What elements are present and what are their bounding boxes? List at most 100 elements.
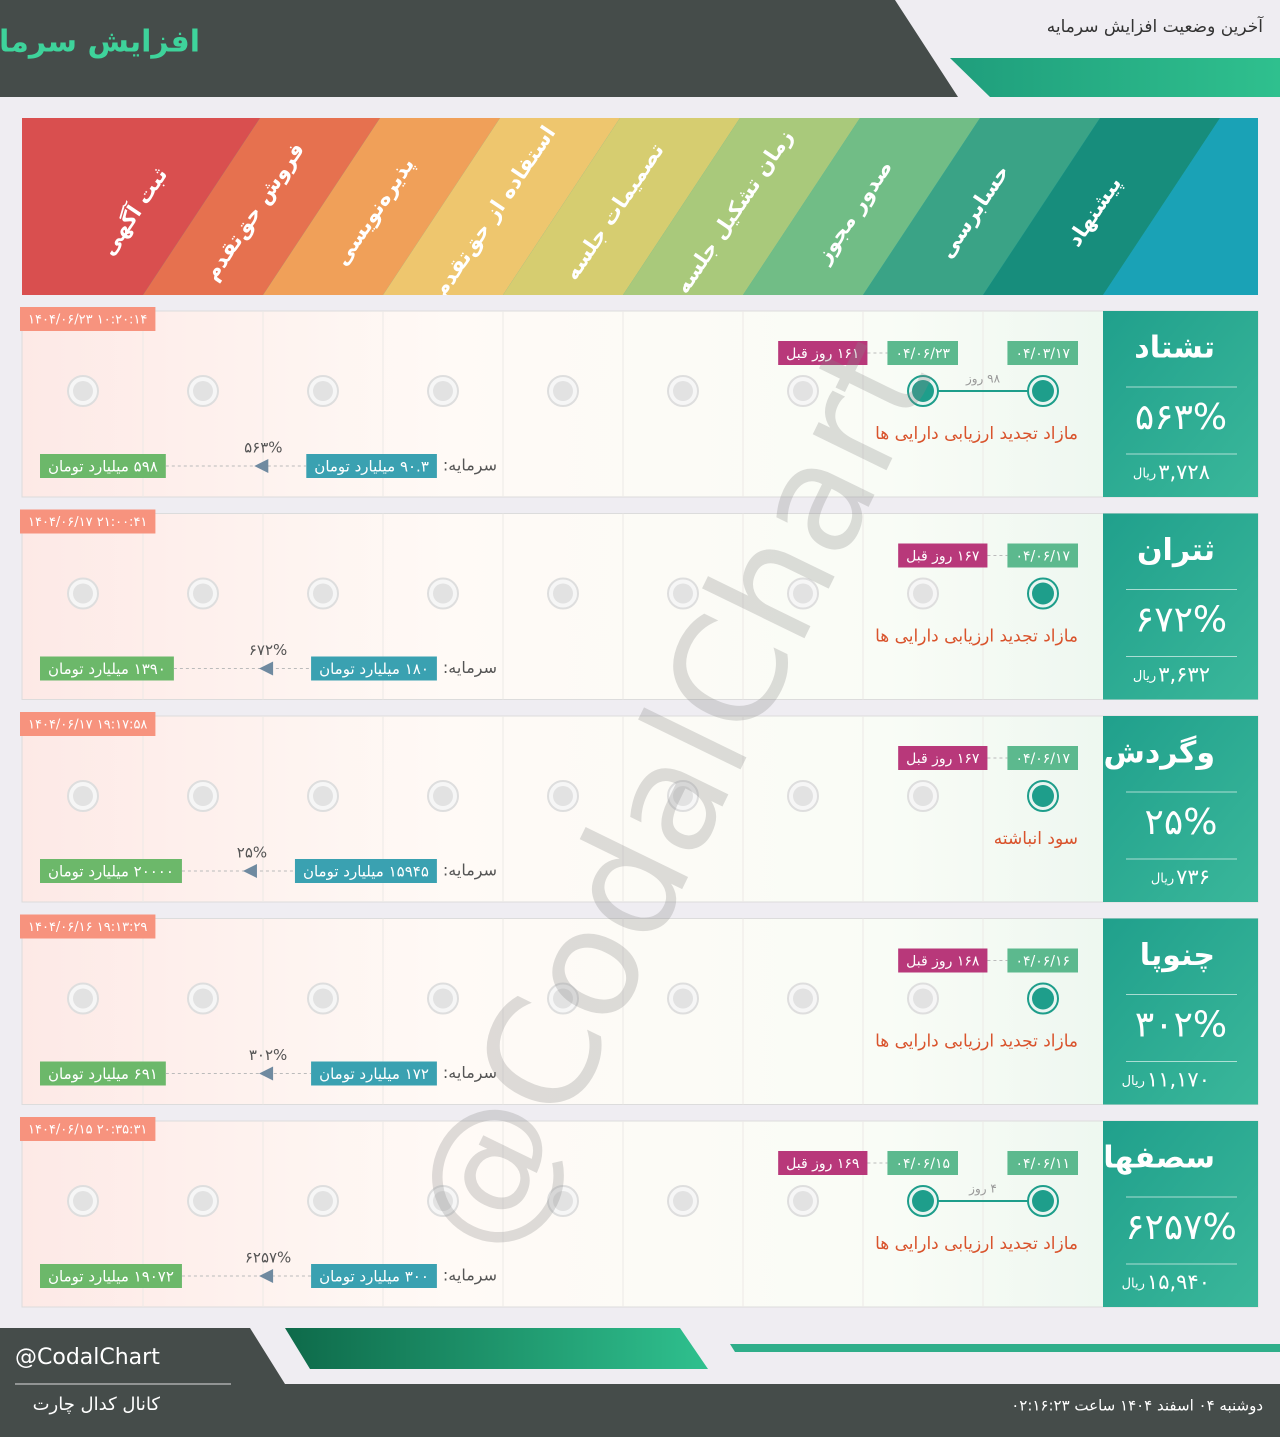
days-ago: ۱۶۸ روز قبل: [898, 948, 988, 973]
stage-dot-core: [913, 786, 933, 806]
price: ۱۱,۱۷۰: [1147, 1068, 1210, 1092]
capital-label: سرمایه:: [443, 1266, 497, 1286]
event-date: ۰۴/۰۳/۱۷: [1007, 341, 1078, 365]
capital-label: سرمایه:: [443, 456, 497, 476]
price-unit: ریال: [1151, 872, 1174, 887]
capital-from-text: ۱۸۰ میلیارد تومان: [319, 660, 429, 678]
capital-from: ۱۷۲ میلیارد تومان: [311, 1061, 437, 1086]
footer-bar: [0, 1384, 1280, 1437]
days-ago: ۱۶۷ روز قبل: [898, 746, 988, 770]
timestamp-bg: [20, 1117, 156, 1141]
stage-dot-core: [553, 381, 573, 401]
stage-dot-core: [193, 988, 213, 1009]
days-ago: ۱۶۹ روز قبل: [778, 1151, 868, 1175]
stage-dot-core: [1032, 785, 1054, 807]
increase-percent: ۶۷۲%: [1135, 600, 1227, 641]
stage-dot-core: [913, 583, 933, 604]
source: مازاد تجدید ارزیابی دارایی ها: [875, 1032, 1078, 1052]
event-date: ۰۴/۰۶/۱۷: [1007, 543, 1078, 568]
symbol: وگردش: [1103, 735, 1215, 771]
capital-from: ۹۰.۳ میلیارد تومان: [306, 454, 437, 478]
days-ago-bg: [898, 948, 988, 973]
stage-dot-core: [673, 583, 693, 604]
event-date: ۰۴/۰۶/۱۱: [1007, 1151, 1078, 1175]
capital-to-bg: [40, 859, 182, 883]
footer-stripe: [285, 1328, 708, 1369]
event-date-bg: [887, 1151, 958, 1175]
header-stripe: [950, 58, 1280, 97]
timestamp-bg: [20, 712, 156, 736]
source: مازاد تجدید ارزیابی دارایی ها: [875, 627, 1078, 647]
stage-dot-core: [673, 988, 693, 1009]
stage-dot-core: [313, 583, 333, 604]
days-ago-bg: [898, 543, 988, 568]
capital-to-text: ۶۹۱ میلیارد تومان: [48, 1065, 158, 1083]
event-date-text: ۰۴/۰۶/۱۶: [1015, 954, 1070, 970]
stage-band: [983, 118, 1220, 295]
increase-percent: ۲۵%: [1145, 802, 1218, 843]
stage-dot-core: [73, 583, 93, 604]
event-date-bg: [1007, 948, 1078, 973]
stage-band: [863, 118, 1100, 295]
stage-dot-core: [553, 988, 573, 1009]
stage-dot-core: [73, 786, 93, 806]
capital-from-bg: [311, 1061, 437, 1086]
stage-dot-core: [193, 786, 213, 806]
stage-dot-core: [433, 786, 453, 806]
stage-dot-core: [793, 583, 813, 604]
event-date-bg: [1007, 1151, 1078, 1175]
stage-dot-core: [793, 381, 813, 401]
capital-arrow: [242, 864, 257, 878]
stage-dot-core: [553, 1191, 573, 1211]
event-date: ۰۴/۰۶/۲۳: [887, 341, 958, 365]
stage-dot-core: [313, 1191, 333, 1211]
source: سود انباشته: [994, 829, 1078, 849]
days-ago-bg: [778, 341, 868, 365]
stage-dot-core: [553, 583, 573, 604]
stage-dot-core: [313, 381, 333, 401]
stage-dot-core: [433, 583, 453, 604]
event-date-text: ۰۴/۰۶/۱۷: [1015, 549, 1070, 565]
capital-percent: ۳۰۲%: [249, 1046, 287, 1064]
stage-dot-core: [313, 988, 333, 1009]
capital-label: سرمایه:: [443, 861, 497, 881]
stage-dot-core: [1032, 1190, 1054, 1212]
stage-dot-core: [1032, 582, 1054, 605]
increase-percent: ۵۶۳%: [1135, 397, 1227, 438]
capital-to-text: ۱۳۹۰ میلیارد تومان: [48, 660, 166, 678]
stage-dot-core: [913, 988, 933, 1009]
stage-dot-core: [433, 1191, 453, 1211]
increase-percent: ۳۰۲%: [1135, 1005, 1227, 1046]
capital-to-text: ۵۹۸ میلیارد تومان: [48, 458, 158, 476]
page-title: افزایش سرمایه: [0, 25, 200, 60]
capital-from-bg: [311, 1264, 437, 1288]
timestamp: ۱۴۰۴/۰۶/۲۳ ۱۰:۲۰:۱۴: [20, 307, 156, 331]
stage-dot-core: [793, 1191, 813, 1211]
symbol-panel: [1103, 1121, 1258, 1307]
days-ago: ۱۶۱ روز قبل: [778, 341, 868, 365]
footer-line: [730, 1344, 1280, 1352]
capital-percent: ۵۶۳%: [244, 439, 282, 457]
footer-handle: @CodalChart: [15, 1345, 160, 1370]
price: ۱۵,۹۴۰: [1147, 1270, 1210, 1294]
footer-channel: کانال کدال چارت: [33, 1394, 161, 1415]
stage-band: [1103, 118, 1258, 295]
event-date-bg: [1007, 746, 1078, 770]
gap-label: ۴ روز: [968, 1182, 997, 1197]
capital-from-bg: [311, 656, 437, 681]
event-date-text: ۰۴/۰۶/۱۱: [1015, 1156, 1070, 1172]
timestamp: ۱۴۰۴/۰۶/۱۶ ۱۹:۱۳:۲۹: [20, 914, 156, 939]
capital-to: ۱۹۰۷۲ میلیارد تومان: [40, 1264, 182, 1288]
event-date: ۰۴/۰۶/۱۶: [1007, 948, 1078, 973]
stage-dot-core: [1032, 380, 1054, 402]
gap-label: ۹۸ روز: [965, 372, 1001, 387]
header-bar: [0, 0, 958, 97]
stage-band: [743, 118, 980, 295]
capital-to: ۵۹۸ میلیارد تومان: [40, 454, 166, 478]
timestamp: ۱۴۰۴/۰۶/۱۷ ۲۱:۰۰:۴۱: [20, 509, 156, 534]
timestamp-bg: [20, 307, 156, 331]
